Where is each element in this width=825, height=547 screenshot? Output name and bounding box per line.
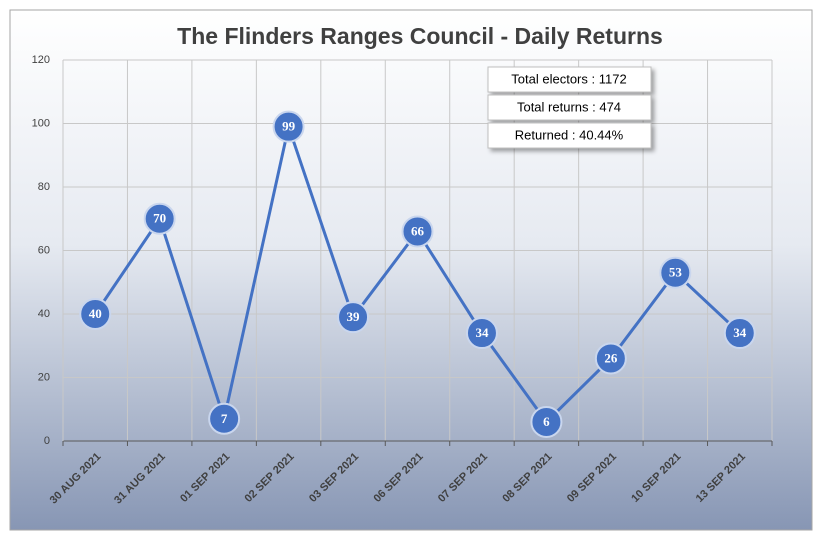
marker: [723, 317, 756, 350]
chart-frame: [9, 9, 813, 531]
chart-title: The Flinders Ranges Council - Daily Retu…: [177, 23, 663, 49]
data-label: 39: [347, 309, 361, 324]
data-label: 40: [89, 306, 102, 321]
marker: [208, 402, 241, 435]
marker: [659, 256, 692, 289]
data-label: 70: [153, 211, 166, 226]
marker: [79, 298, 112, 330]
y-tick-label: 0: [44, 435, 50, 447]
marker: [530, 405, 563, 438]
annotation-box: [487, 122, 652, 149]
data-label: 66: [411, 223, 425, 238]
data-label: 26: [604, 350, 618, 365]
annotation-box: [487, 66, 652, 93]
y-tick-label: 120: [32, 54, 50, 66]
marker: [337, 301, 370, 334]
data-label: 99: [282, 119, 296, 134]
data-label: 53: [669, 265, 683, 280]
marker: [465, 317, 498, 350]
y-tick-label: 40: [38, 308, 50, 320]
annotation: Total electors : 1172: [511, 71, 626, 86]
marker: [594, 342, 627, 375]
data-label: 7: [221, 411, 228, 426]
annotation: Returned : 40.44%: [515, 127, 624, 142]
data-label: 34: [733, 325, 747, 340]
marker: [401, 215, 434, 248]
y-tick-label: 100: [32, 117, 50, 129]
annotation-box: [487, 94, 652, 121]
marker: [143, 202, 176, 235]
marker: [272, 110, 305, 143]
y-tick-label: 20: [38, 371, 50, 383]
y-tick-label: 80: [38, 181, 50, 193]
data-label: 6: [543, 414, 550, 429]
annotation: Total returns : 474: [517, 99, 621, 114]
data-label: 34: [475, 325, 489, 340]
y-tick-label: 60: [38, 244, 50, 256]
